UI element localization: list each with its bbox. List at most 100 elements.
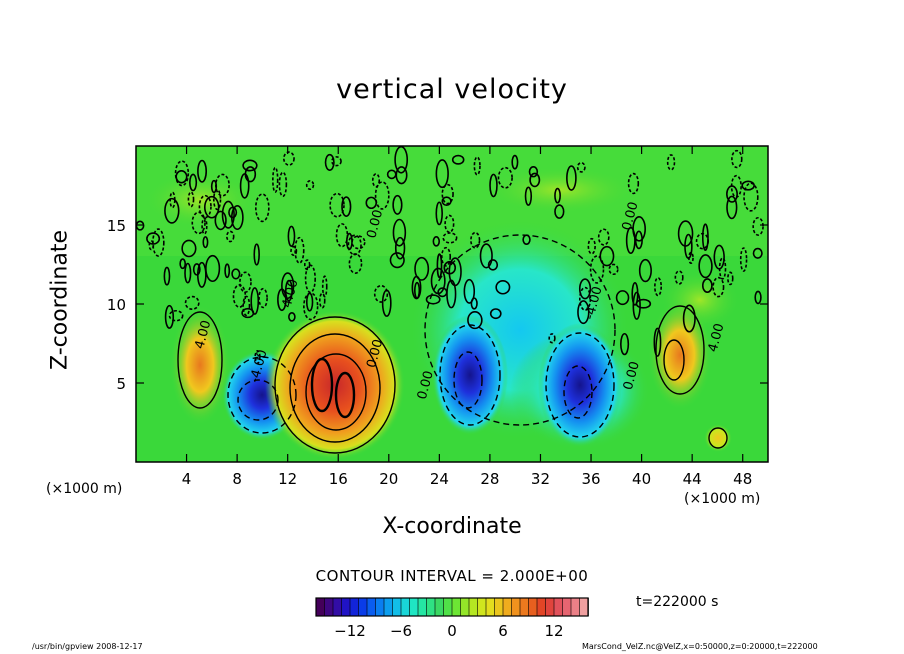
noise-contour [754, 290, 762, 305]
colorbar-cell [485, 597, 496, 617]
noise-contour [294, 236, 305, 264]
contour-label: 0.00 [621, 360, 643, 392]
noise-contour [395, 166, 408, 185]
colorbar-cell [477, 597, 487, 617]
noise-contour [489, 308, 502, 320]
negative-core-middle [432, 315, 508, 435]
noise-contour [654, 277, 663, 297]
colorbar-tick-label: −12 [334, 622, 366, 640]
noise-contour [620, 332, 630, 356]
noise-contour [666, 154, 676, 171]
noise-contour [148, 240, 155, 251]
noise-contour [615, 290, 630, 306]
noise-contour [163, 266, 171, 286]
noise-contour [589, 255, 605, 284]
noise-contour [242, 159, 258, 172]
x-tick-label: 32 [531, 470, 550, 488]
noise-contour [374, 181, 390, 210]
colorbar-cell [426, 597, 436, 617]
colorbar-cell [494, 597, 504, 617]
noise-contour [394, 236, 406, 260]
noise-contour [414, 256, 430, 281]
noise-contour [189, 173, 198, 192]
x-tick-label: 8 [232, 470, 242, 488]
noise-contour [726, 185, 738, 203]
y-tick-label: 15 [107, 217, 126, 235]
noise-contour [599, 245, 615, 267]
chart-title: vertical velocity [336, 74, 568, 105]
noise-contour [230, 205, 244, 231]
noise-contour [304, 264, 316, 294]
noise-contour [632, 291, 641, 320]
noise-contour [495, 279, 511, 295]
contour-lines [177, 305, 728, 454]
noise-contour [254, 349, 261, 365]
noise-contour [152, 228, 165, 257]
noise-contour [197, 159, 208, 183]
colorbar-tick-label: −6 [390, 622, 412, 640]
noise-contour [331, 156, 342, 167]
noise-contour [587, 237, 596, 255]
noise-contours [136, 146, 764, 365]
noise-contour [524, 186, 533, 206]
noise-contour [214, 210, 227, 231]
x-tick-label: 44 [683, 470, 702, 488]
noise-contour [253, 243, 260, 266]
noise-contour [578, 278, 592, 300]
noise-contour [528, 166, 539, 178]
noise-contour [198, 194, 212, 219]
heatmap-field: 4.004.00-4.00 0.000.00-4.000.004.000.00 0.… [136, 146, 768, 462]
noise-contour [435, 159, 449, 189]
noise-contour [303, 259, 311, 271]
colorbar-cell [349, 597, 360, 617]
noise-contour [576, 161, 586, 173]
noise-contour [389, 252, 405, 269]
x-unit-label-right: (×1000 m) [684, 491, 761, 507]
noise-contour [548, 333, 556, 344]
noise-contour [191, 211, 206, 235]
noise-contour [442, 232, 458, 244]
noise-contour [164, 304, 175, 329]
noise-contour [321, 275, 328, 298]
noise-contour [441, 183, 454, 205]
colorbar-cell [392, 597, 402, 617]
x-tick-label: 12 [278, 470, 297, 488]
noise-contour [258, 287, 268, 309]
colorbar-cell [519, 597, 530, 617]
colorbar-cell [570, 597, 581, 617]
contour-label: 4.00 [706, 322, 728, 354]
noise-contour [201, 217, 208, 235]
colorbar-cell [341, 597, 351, 617]
noise-contour [727, 271, 734, 286]
noise-contour [731, 149, 743, 169]
noise-contour [187, 191, 195, 208]
noise-contour [437, 287, 448, 298]
noise-contour [318, 292, 326, 309]
x-tick-label: 24 [430, 470, 449, 488]
noise-contour [184, 295, 200, 310]
noise-contour [743, 182, 759, 212]
x-axis-title: X-coordinate [382, 514, 522, 539]
noise-contour [241, 307, 255, 319]
colorbar-cell [528, 597, 538, 617]
noise-contour [467, 311, 483, 330]
noise-contour [522, 234, 531, 245]
noise-contour [179, 258, 187, 270]
colorbar-tick-label: 0 [447, 622, 457, 640]
contour-label: 0.00 [364, 208, 386, 240]
colorbar-cell [443, 597, 453, 617]
colorbar-cell [545, 597, 555, 617]
noise-contour [470, 231, 481, 249]
y-ticks: 5 10 15 [107, 217, 768, 393]
noise-contour [392, 218, 407, 247]
contour-label: 4.00 [280, 278, 302, 310]
noise-contour [436, 253, 443, 279]
colorbar-cell [502, 597, 513, 617]
noise-contour [224, 263, 231, 279]
noise-contour [698, 254, 713, 279]
noise-contour [192, 263, 201, 276]
y-axis-title: Z-coordinate [47, 230, 73, 370]
colorbar-cell [400, 597, 411, 617]
noise-contour [489, 173, 498, 198]
noise-contour [479, 243, 493, 269]
